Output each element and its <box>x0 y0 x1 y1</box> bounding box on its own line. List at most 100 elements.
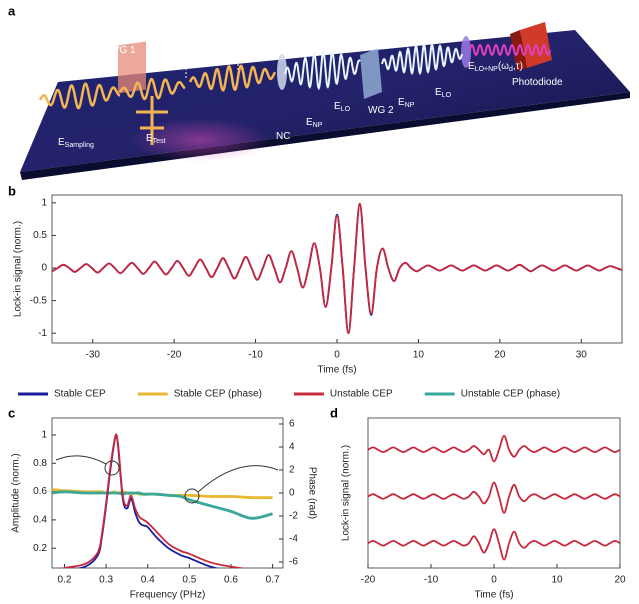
x-tick-label: 0 <box>491 575 497 586</box>
diagram-label: Photodiode <box>512 77 563 88</box>
label-subscript: Test <box>153 138 166 145</box>
bandpass-filter <box>461 36 471 68</box>
delay-arrow <box>185 39 239 45</box>
waveguide-1 <box>118 41 146 94</box>
y2-tick-label: 6 <box>289 419 295 430</box>
diagram-label: ESampling <box>58 137 94 149</box>
diagram-label: WG 2 <box>368 105 394 116</box>
signal-coil <box>469 44 551 56</box>
data-line <box>368 481 620 514</box>
diagram-label: ELO <box>334 101 351 113</box>
y2-tick-label: -2 <box>289 511 298 522</box>
x-tick-label: -10 <box>424 575 439 586</box>
x-tick-label: -20 <box>361 575 376 586</box>
panel-label: d <box>330 405 338 420</box>
y2-tick-label: 0 <box>289 488 295 499</box>
y-axis-label: Lock-in signal (norm.) <box>341 445 352 541</box>
x-tick-label: 0.3 <box>99 575 113 586</box>
diagram-label: NC <box>276 131 290 142</box>
label-subscript: LO <box>341 106 351 113</box>
wave <box>118 77 186 101</box>
label-text: WG 2 <box>368 105 394 116</box>
label-text: E <box>468 61 475 72</box>
nonlinear-crystal <box>277 54 287 90</box>
x-tick-label: 20 <box>494 350 506 361</box>
y-tick-label: -1 <box>38 328 47 339</box>
label-text: τ <box>208 47 212 58</box>
y-tick-label: 1 <box>41 430 47 441</box>
data-line <box>60 433 248 568</box>
test-field <box>136 96 168 145</box>
label-text: NC <box>276 131 290 142</box>
x-tick-label: 0.4 <box>141 575 155 586</box>
y-axis-label: Amplitude (norm.) <box>11 453 22 532</box>
label-text: BP <box>462 27 476 38</box>
label-text: Photodiode <box>512 77 563 88</box>
x-tick-label: 0.7 <box>266 575 280 586</box>
y2-tick-label: 2 <box>289 465 295 476</box>
annotation-arrow <box>55 455 107 465</box>
y2-tick-label: -6 <box>289 557 298 568</box>
x-tick-label: -10 <box>248 350 263 361</box>
wave <box>188 64 277 92</box>
data-line <box>52 202 622 335</box>
label-text: E <box>58 137 65 148</box>
x-tick-label: 10 <box>551 575 563 586</box>
diagram-label: ELO+NP(ωd,τ) <box>468 61 523 73</box>
wave <box>381 42 463 76</box>
annotation-circle <box>104 460 120 476</box>
x-axis-label: Time (fs) <box>474 590 513 601</box>
label-text: WG 1 <box>110 45 136 56</box>
data-line <box>368 434 620 463</box>
waveguide-2 <box>360 48 382 99</box>
x-tick-label: 20 <box>614 575 626 586</box>
label-text: E <box>334 101 341 112</box>
annotation-arrow <box>197 465 279 493</box>
diagram-label: ETest <box>146 133 166 145</box>
legend-label: Unstable CEP (phase) <box>461 389 560 400</box>
y-tick-label: -0.5 <box>30 295 48 306</box>
diagram-label: WG 1 <box>110 45 136 56</box>
y-tick-label: 0 <box>41 263 47 274</box>
x-tick-label: 0.2 <box>58 575 72 586</box>
legend-label: Unstable CEP <box>330 389 393 400</box>
label-subscript: LO <box>442 92 452 99</box>
y-tick-label: 0.5 <box>33 230 47 241</box>
annotation-circle <box>184 488 200 504</box>
label-text: E <box>306 117 313 128</box>
label-subscript: d <box>509 66 513 73</box>
diagram-label: ELO <box>435 87 452 99</box>
data-line <box>52 490 273 520</box>
label-text: E <box>435 87 442 98</box>
diagram-label: BP <box>462 27 476 38</box>
data-line <box>368 528 620 561</box>
data-line <box>76 433 220 568</box>
x-tick-label: -20 <box>167 350 182 361</box>
label-subscript: LO+NP <box>475 66 498 73</box>
y-tick-label: 0.2 <box>33 543 47 554</box>
x-tick-label: 10 <box>413 350 425 361</box>
diagram-label: τ <box>208 47 212 58</box>
diagram-label: ENP <box>306 117 323 129</box>
legend-label: Stable CEP <box>54 389 106 400</box>
wave <box>284 49 361 91</box>
panel-label: b <box>8 183 16 198</box>
wave <box>38 82 121 110</box>
y-axis-label: Lock-in signal (norm.) <box>13 221 24 317</box>
x-tick-label: 30 <box>576 350 588 361</box>
x-axis-label: Frequency (PHz) <box>130 590 206 601</box>
label-subscript: NP <box>405 102 415 109</box>
y2-axis-label: Phase (rad) <box>306 467 317 519</box>
y2-tick-label: -4 <box>289 534 298 545</box>
diagram-label: ENP <box>398 97 415 109</box>
x-tick-label: 0.6 <box>224 575 238 586</box>
label-text: (ω <box>498 61 509 72</box>
label-text: ,τ) <box>513 61 523 72</box>
x-tick-label: 0 <box>334 350 340 361</box>
panel-label: a <box>8 3 16 18</box>
y-tick-label: 0.8 <box>33 458 47 469</box>
label-subscript: NP <box>313 122 323 129</box>
y-tick-label: 0.6 <box>33 486 47 497</box>
label-text: E <box>398 97 405 108</box>
label-text: E <box>146 133 153 144</box>
